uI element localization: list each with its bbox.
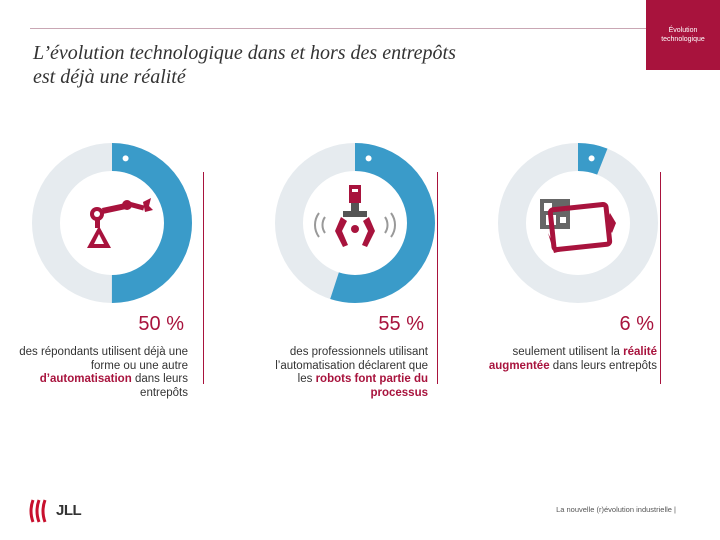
donut-value-arc: [275, 143, 435, 303]
donut-chart-automation: [32, 143, 192, 303]
jll-logo-mark: [29, 499, 47, 523]
donut-start-marker: [120, 153, 131, 164]
stat-text-after: dans leurs entrepôts: [134, 373, 188, 399]
donut-start-marker: [363, 153, 374, 164]
jll-logo-text: JLL: [56, 502, 82, 519]
stat-description: des répondants utilisent déjà une forme …: [18, 346, 188, 400]
donut-start-marker: [586, 153, 597, 164]
robot-gripper-icon: [314, 185, 396, 247]
stat-divider-line: [203, 172, 204, 384]
stat-percent: 6 %: [619, 313, 654, 335]
stat-divider-line: [660, 172, 661, 384]
donut-track: [498, 143, 658, 303]
section-tab-line-1: Évolution: [668, 27, 698, 34]
donut-chart-augmented-reality: [498, 143, 658, 303]
stat-text-highlight: réalité augmentée: [488, 346, 657, 372]
stat-percent: 55 %: [378, 313, 424, 335]
stat-description: des professionnels utilisant l’automatis…: [258, 346, 428, 400]
stat-description: seulement utilisent la réalité augmentée…: [487, 346, 657, 373]
stat-text-after: dans leurs entrepôts: [552, 359, 657, 372]
stat-text-highlight: d’automatisation: [39, 373, 132, 385]
robot-arm-icon: [87, 198, 153, 248]
section-tab: Évolution technologique: [646, 0, 720, 70]
donut-value-arc: [32, 143, 192, 303]
donut-value-arc: [498, 143, 658, 303]
page-title: L’évolution technologique dans et hors d…: [33, 41, 593, 89]
header-divider: [30, 28, 646, 29]
title-line-1: L’évolution technologique dans et hors d…: [33, 42, 456, 64]
stat-percent: 50 %: [138, 313, 184, 335]
donut-chart-robots: [275, 143, 435, 303]
stat-divider-line: [437, 172, 438, 384]
title-line-2: est déjà une réalité: [33, 66, 186, 88]
augmented-reality-tablet-icon: [540, 199, 616, 253]
footer-caption: La nouvelle (r)évolution industrielle |: [556, 505, 676, 514]
stat-text-before: seulement utilisent la: [512, 346, 620, 358]
section-tab-line-2: technologique: [661, 36, 705, 43]
stat-text-before: des répondants utilisent déjà une forme …: [19, 346, 188, 372]
stat-text-before: des professionnels utilisant l’automatis…: [275, 346, 428, 385]
stat-text-highlight: robots font partie du processus: [315, 373, 428, 399]
